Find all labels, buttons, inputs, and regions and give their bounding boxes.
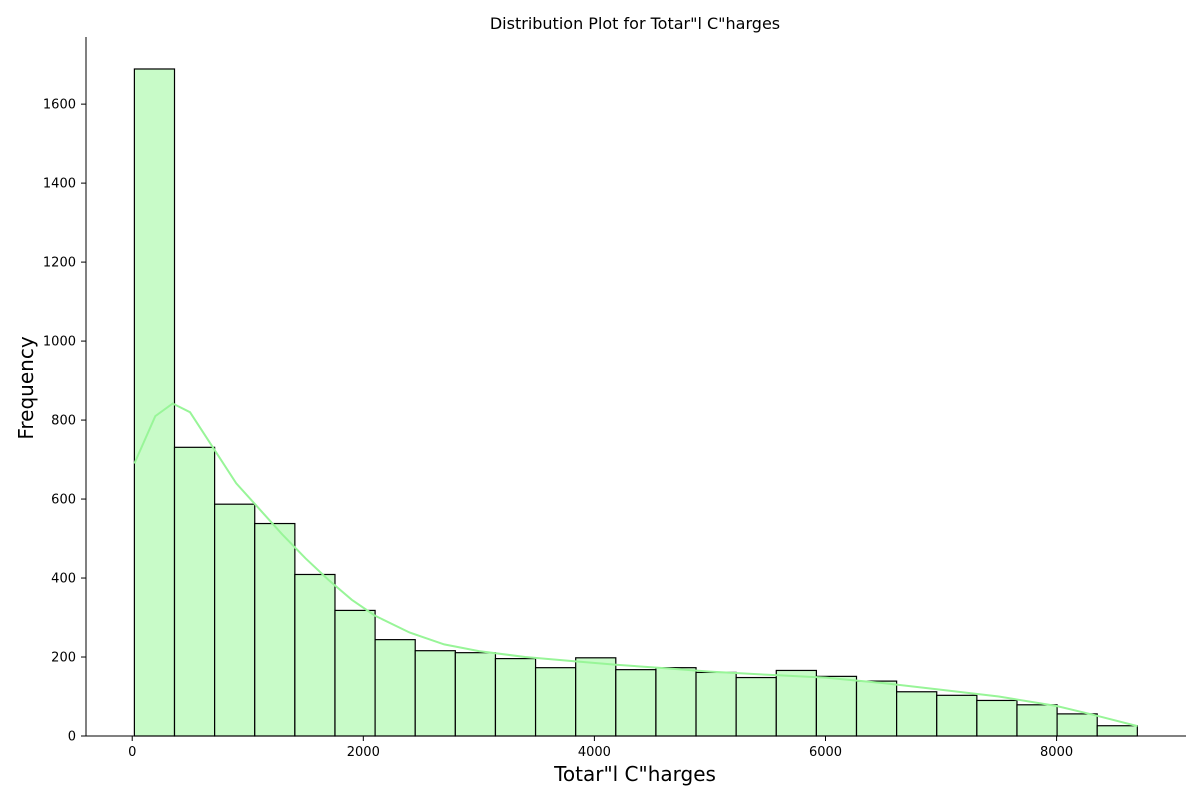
histogram-bar [976,699,1018,737]
histogram-bar [534,667,577,737]
y-ticks: 0 200 400 600 800 1000 1200 1400 1600 [43,98,86,745]
x-tick-label: 2000 [347,745,380,760]
histogram-bars [133,68,1138,737]
x-tick-label: 4000 [578,745,611,760]
histogram-bar [936,694,978,737]
y-tick-label: 600 [51,493,76,508]
y-tick-label: 200 [51,651,76,666]
chart-title: Distribution Plot for Totar"l C"harges [490,14,780,33]
x-tick-label: 0 [128,745,136,760]
y-axis-label: Frequency [14,336,38,439]
histogram-bar [454,652,497,737]
histogram-bar [735,676,777,737]
y-tick-label: 800 [51,414,76,429]
y-tick-label: 1600 [43,98,76,113]
histogram-bar [695,671,737,737]
histogram-bar [1096,725,1138,737]
x-axis-label: Totar"l C"harges [553,762,716,786]
histogram-bar [575,657,617,737]
x-tick-label: 8000 [1040,745,1073,760]
histogram-bar [655,667,697,737]
x-ticks: 0 2000 4000 6000 8000 [128,736,1073,760]
x-tick-label: 6000 [809,745,842,760]
kde-curve [133,402,1138,728]
histogram-bar [173,446,216,737]
histogram-bar [414,650,456,737]
histogram-bar [855,680,898,737]
histogram-bar [254,522,296,737]
y-tick-label: 0 [68,730,76,745]
histogram-bar [214,503,256,737]
histogram-bar [374,639,416,737]
y-tick-label: 1400 [43,177,76,192]
y-tick-label: 1000 [43,335,76,350]
histogram-bar [896,691,938,737]
histogram-bar [133,68,176,737]
y-tick-label: 400 [51,572,76,587]
histogram-bar [1016,704,1058,737]
histogram-bar [1056,713,1098,737]
histogram-bar [775,669,817,737]
histogram-bar [815,675,858,737]
histogram-bar [294,573,336,737]
y-tick-label: 1200 [43,256,76,271]
histogram-bar [334,609,376,737]
histogram-bar [494,657,537,737]
histogram-bar [615,669,657,737]
